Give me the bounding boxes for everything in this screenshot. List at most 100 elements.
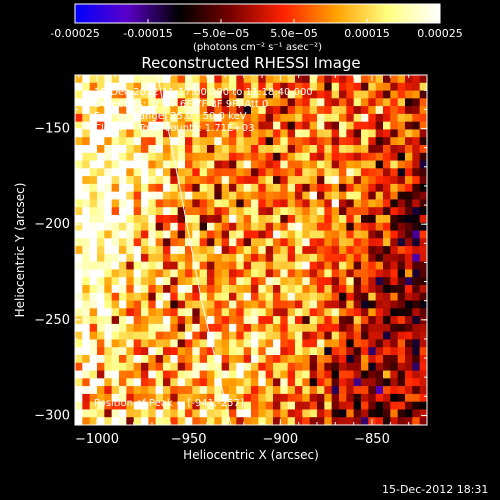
- heatmap-cell: [89, 323, 98, 333]
- heatmap-cell: [368, 285, 377, 294]
- heatmap-cell: [236, 199, 245, 208]
- heatmap-cell: [346, 261, 355, 270]
- heatmap-cell: [375, 292, 384, 301]
- heatmap-cell: [148, 98, 157, 107]
- heatmap-cell: [273, 160, 281, 169]
- heatmap-cell: [82, 207, 91, 216]
- heatmap-cell: [170, 176, 179, 185]
- heatmap-cell: [280, 401, 289, 410]
- heatmap-cell: [309, 261, 318, 270]
- heatmap-cell: [236, 362, 245, 371]
- heatmap-cell: [243, 261, 252, 270]
- heatmap-cell: [163, 145, 171, 154]
- heatmap-cell: [170, 82, 179, 91]
- heatmap-cell: [405, 269, 413, 278]
- heatmap-cell: [141, 199, 149, 208]
- heatmap-cell: [397, 285, 406, 294]
- heatmap-cell: [412, 253, 421, 263]
- heatmap-cell: [287, 355, 296, 364]
- heatmap-cell: [405, 300, 413, 309]
- heatmap-cell: [82, 269, 91, 278]
- colorbar: [74, 3, 441, 24]
- heatmap-cell: [251, 121, 259, 130]
- heatmap-cell: [185, 238, 193, 247]
- heatmap-cell: [104, 145, 113, 154]
- heatmap-cell: [177, 246, 186, 255]
- heatmap-cell: [375, 129, 384, 138]
- heatmap-cell: [207, 230, 215, 239]
- heatmap-cell: [148, 409, 157, 418]
- heatmap-cell: [170, 378, 179, 387]
- heatmap-cell: [280, 292, 289, 301]
- heatmap-cell: [104, 183, 113, 193]
- heatmap-cell: [97, 347, 105, 356]
- heatmap-cell: [287, 215, 296, 224]
- heatmap-cell: [170, 215, 179, 224]
- heatmap-cell: [243, 378, 252, 387]
- heatmap-cell: [419, 409, 428, 418]
- heatmap-cell: [97, 355, 105, 364]
- heatmap-cell: [405, 176, 413, 185]
- heatmap-cell: [273, 355, 281, 364]
- heatmap-cell: [170, 246, 179, 255]
- heatmap-cell: [361, 106, 369, 115]
- heatmap-cell: [185, 183, 193, 193]
- heatmap-cell: [192, 215, 201, 224]
- heatmap-cell: [207, 215, 215, 224]
- heatmap-cell: [155, 230, 164, 239]
- heatmap-cell: [302, 409, 311, 418]
- heatmap-cell: [375, 401, 384, 410]
- heatmap-cell: [368, 246, 377, 255]
- heatmap-cell: [163, 409, 171, 418]
- heatmap-cell: [104, 168, 113, 177]
- heatmap-cell: [353, 160, 362, 169]
- heatmap-cell: [324, 215, 333, 224]
- heatmap-cell: [111, 401, 120, 410]
- heatmap-cell: [148, 323, 157, 333]
- heatmap-cell: [89, 129, 98, 138]
- heatmap-cell: [251, 362, 259, 371]
- heatmap-cell: [97, 90, 105, 99]
- heatmap-cell: [89, 199, 98, 208]
- heatmap-cell: [419, 98, 428, 107]
- heatmap-cell: [111, 222, 120, 231]
- heatmap-cell: [89, 152, 98, 161]
- heatmap-cell: [287, 300, 296, 309]
- heatmap-cell: [419, 168, 428, 177]
- heatmap-cell: [229, 98, 237, 107]
- heatmap-cell: [346, 183, 355, 193]
- heatmap-cell: [236, 230, 245, 239]
- heatmap-cell: [412, 113, 421, 123]
- heatmap-cell: [265, 137, 274, 146]
- heatmap-cell: [280, 308, 289, 317]
- heatmap-cell: [243, 347, 252, 356]
- heatmap-cell: [397, 401, 406, 410]
- heatmap-cell: [170, 277, 179, 286]
- heatmap-cell: [251, 285, 259, 294]
- heatmap-cell: [89, 238, 98, 247]
- heatmap-cell: [155, 253, 164, 263]
- heatmap-cell: [295, 323, 303, 333]
- heatmap-cell: [265, 316, 274, 325]
- heatmap-cell: [75, 199, 83, 208]
- heatmap-cell: [397, 113, 406, 123]
- heatmap-cell: [287, 238, 296, 247]
- heatmap-cell: [375, 215, 384, 224]
- heatmap-cell: [331, 300, 340, 309]
- heatmap-cell: [361, 269, 369, 278]
- heatmap-cell: [353, 183, 362, 193]
- heatmap-cell: [412, 215, 421, 224]
- heatmap-cell: [141, 183, 149, 193]
- heatmap-cell: [339, 277, 347, 286]
- heatmap-cell: [361, 277, 369, 286]
- heatmap-cell: [339, 215, 347, 224]
- heatmap-cell: [229, 176, 237, 185]
- heatmap-cell: [405, 222, 413, 231]
- heatmap-cell: [89, 191, 98, 200]
- heatmap-cell: [119, 277, 127, 286]
- heatmap-cell: [383, 323, 391, 333]
- heatmap-cell: [97, 230, 105, 239]
- heatmap-cell: [199, 347, 208, 356]
- x-axis-label: Heliocentric X (arcsec): [183, 448, 319, 462]
- heatmap-cell: [361, 160, 369, 169]
